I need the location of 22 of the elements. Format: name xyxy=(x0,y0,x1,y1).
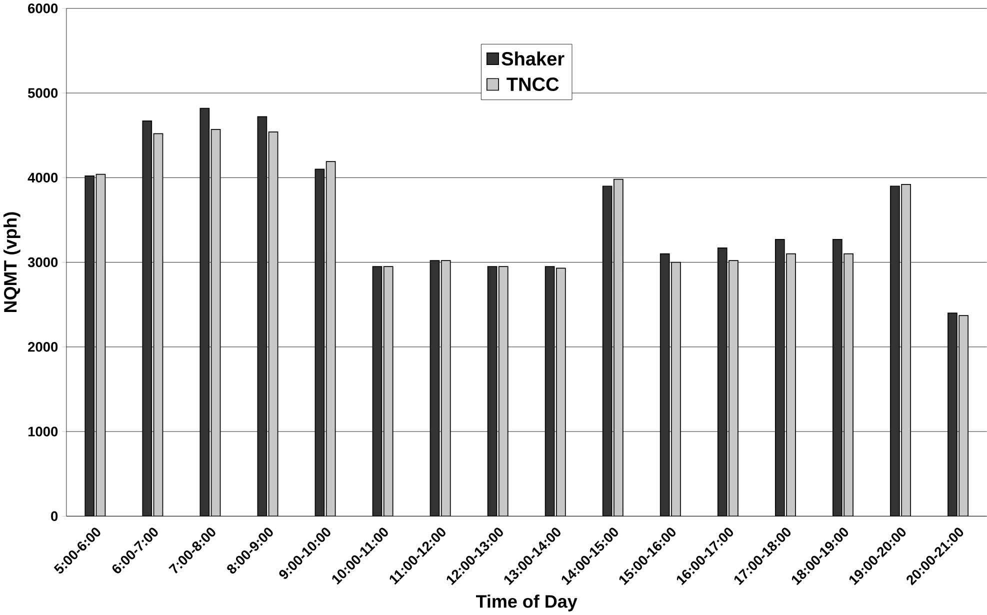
bar xyxy=(96,174,106,516)
x-axis-title: Time of Day xyxy=(476,594,578,612)
bar xyxy=(210,129,221,516)
legend-label: Shaker xyxy=(502,52,564,66)
y-tick-label: 0 xyxy=(51,511,58,522)
bar xyxy=(430,260,440,516)
y-tick-label: 5000 xyxy=(28,88,58,98)
y-tick-label: 4000 xyxy=(28,172,58,183)
y-tick-label: 1000 xyxy=(28,426,58,436)
y-tick-label: 2000 xyxy=(28,342,58,352)
bar xyxy=(153,133,164,516)
y-tick-label: 3000 xyxy=(28,257,58,268)
bar xyxy=(372,266,382,516)
y-tick-label: 6000 xyxy=(28,4,58,14)
y-axis-title: NQMT (vph) xyxy=(4,212,20,312)
bar xyxy=(544,266,555,516)
bar xyxy=(326,161,336,516)
bar xyxy=(314,168,325,516)
bar xyxy=(487,266,498,516)
bar xyxy=(268,132,278,516)
bar xyxy=(257,116,268,516)
legend-label: TNCC xyxy=(506,78,559,92)
